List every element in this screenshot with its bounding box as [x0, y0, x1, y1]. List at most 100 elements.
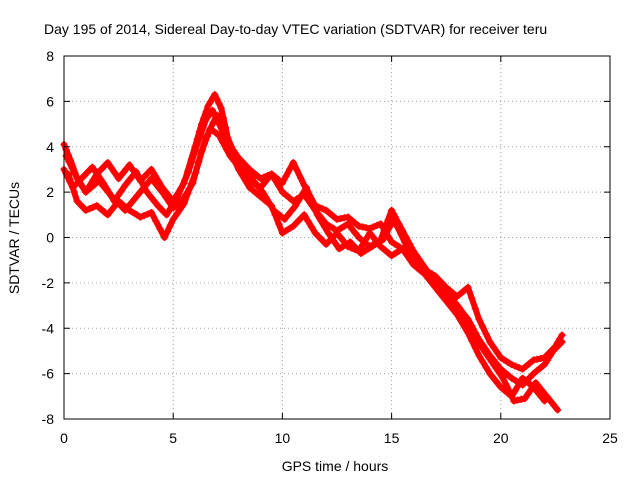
data-point-marker — [522, 377, 530, 385]
data-point-marker — [482, 364, 490, 372]
data-point-marker — [317, 217, 325, 225]
data-point-marker — [270, 206, 278, 214]
data-point-marker — [71, 170, 79, 178]
data-point-marker — [541, 361, 548, 369]
data-point-marker — [554, 406, 562, 414]
y-axis-label: SDTVAR / TECUs — [6, 182, 22, 294]
data-point-marker — [350, 242, 358, 250]
data-point-marker — [522, 362, 530, 370]
series-trail — [65, 112, 548, 404]
data-point-marker — [288, 206, 296, 214]
data-point-marker — [144, 210, 152, 218]
data-point-marker — [181, 176, 189, 184]
data-point-marker — [444, 290, 452, 298]
data-point-marker — [203, 132, 211, 140]
x-tick-label: 5 — [169, 430, 177, 446]
data-point-marker — [85, 167, 93, 175]
data-point-marker — [196, 132, 204, 140]
data-point-marker — [430, 274, 438, 282]
data-point-marker — [511, 386, 519, 394]
data-point-marker — [128, 172, 136, 180]
data-point-marker — [178, 197, 186, 205]
data-point-marker — [134, 190, 142, 198]
data-point-marker — [322, 240, 330, 248]
data-point-marker — [488, 358, 496, 366]
data-point-marker — [533, 367, 541, 375]
data-point-marker — [535, 383, 543, 391]
data-point-marker — [525, 389, 532, 397]
data-point-marker — [479, 323, 487, 331]
data-point-marker — [508, 374, 516, 382]
data-point-marker — [484, 353, 492, 361]
data-point-marker — [121, 181, 129, 189]
data-point-marker — [369, 223, 377, 231]
data-point-marker — [201, 140, 208, 148]
y-tick-label: -8 — [42, 411, 55, 427]
data-point-marker — [173, 210, 181, 218]
data-point-marker — [346, 238, 354, 246]
data-point-marker — [435, 288, 443, 296]
y-tick-label: 0 — [46, 230, 54, 246]
x-axis-label: GPS time / hours — [282, 458, 389, 474]
data-point-marker — [308, 223, 315, 231]
data-point-marker — [348, 224, 356, 232]
data-point-marker — [471, 344, 479, 352]
data-point-marker — [321, 223, 329, 231]
data-point-marker — [482, 330, 490, 338]
data-point-marker — [122, 165, 130, 173]
data-point-marker — [351, 219, 359, 227]
data-point-marker — [100, 208, 108, 216]
data-point-marker — [474, 336, 481, 344]
data-point-marker — [311, 229, 319, 237]
data-point-marker — [248, 175, 256, 182]
data-point-marker — [278, 188, 286, 196]
data-point-marker — [318, 205, 326, 213]
data-point-marker — [253, 190, 261, 198]
data-point-marker — [136, 213, 144, 221]
data-point-marker — [377, 220, 385, 228]
data-point-marker — [373, 221, 381, 229]
x-tick-label: 0 — [60, 430, 68, 446]
data-point-marker — [241, 169, 248, 176]
data-point-marker — [118, 170, 126, 178]
data-point-marker — [500, 356, 508, 364]
data-point-marker — [136, 175, 144, 182]
data-point-marker — [460, 286, 468, 294]
data-point-marker — [189, 179, 197, 187]
data-point-marker — [163, 227, 171, 235]
data-point-marker — [112, 197, 120, 205]
data-point-marker — [375, 238, 383, 246]
data-point-marker — [490, 374, 497, 382]
data-point-marker — [441, 286, 449, 294]
data-point-marker — [211, 91, 219, 99]
data-point-marker — [249, 187, 257, 195]
data-point-marker — [423, 270, 430, 278]
x-tick-label: 10 — [275, 430, 291, 446]
data-point-marker — [155, 184, 163, 192]
y-tick-label: 4 — [46, 139, 54, 155]
data-point-marker — [162, 193, 170, 201]
data-point-marker — [386, 222, 394, 230]
data-point-marker — [446, 302, 454, 310]
data-point-marker — [215, 131, 223, 139]
data-point-marker — [504, 358, 512, 366]
data-point-marker — [519, 365, 527, 373]
data-point-marker — [486, 338, 494, 346]
data-point-marker — [448, 295, 456, 303]
data-point-marker — [117, 202, 125, 210]
data-point-marker — [532, 379, 540, 387]
data-point-marker — [295, 196, 303, 204]
data-point-marker — [550, 401, 558, 409]
data-point-marker — [204, 102, 212, 110]
data-point-marker — [351, 229, 359, 237]
data-point-marker — [286, 194, 294, 202]
data-point-marker — [357, 249, 365, 257]
data-point-marker — [329, 224, 337, 232]
data-point-marker — [151, 179, 159, 187]
data-point-marker — [147, 209, 155, 216]
data-point-marker — [195, 158, 203, 166]
data-point-marker — [222, 145, 230, 153]
data-point-marker — [253, 172, 261, 179]
data-point-marker — [395, 247, 403, 255]
data-point-marker — [514, 396, 521, 404]
